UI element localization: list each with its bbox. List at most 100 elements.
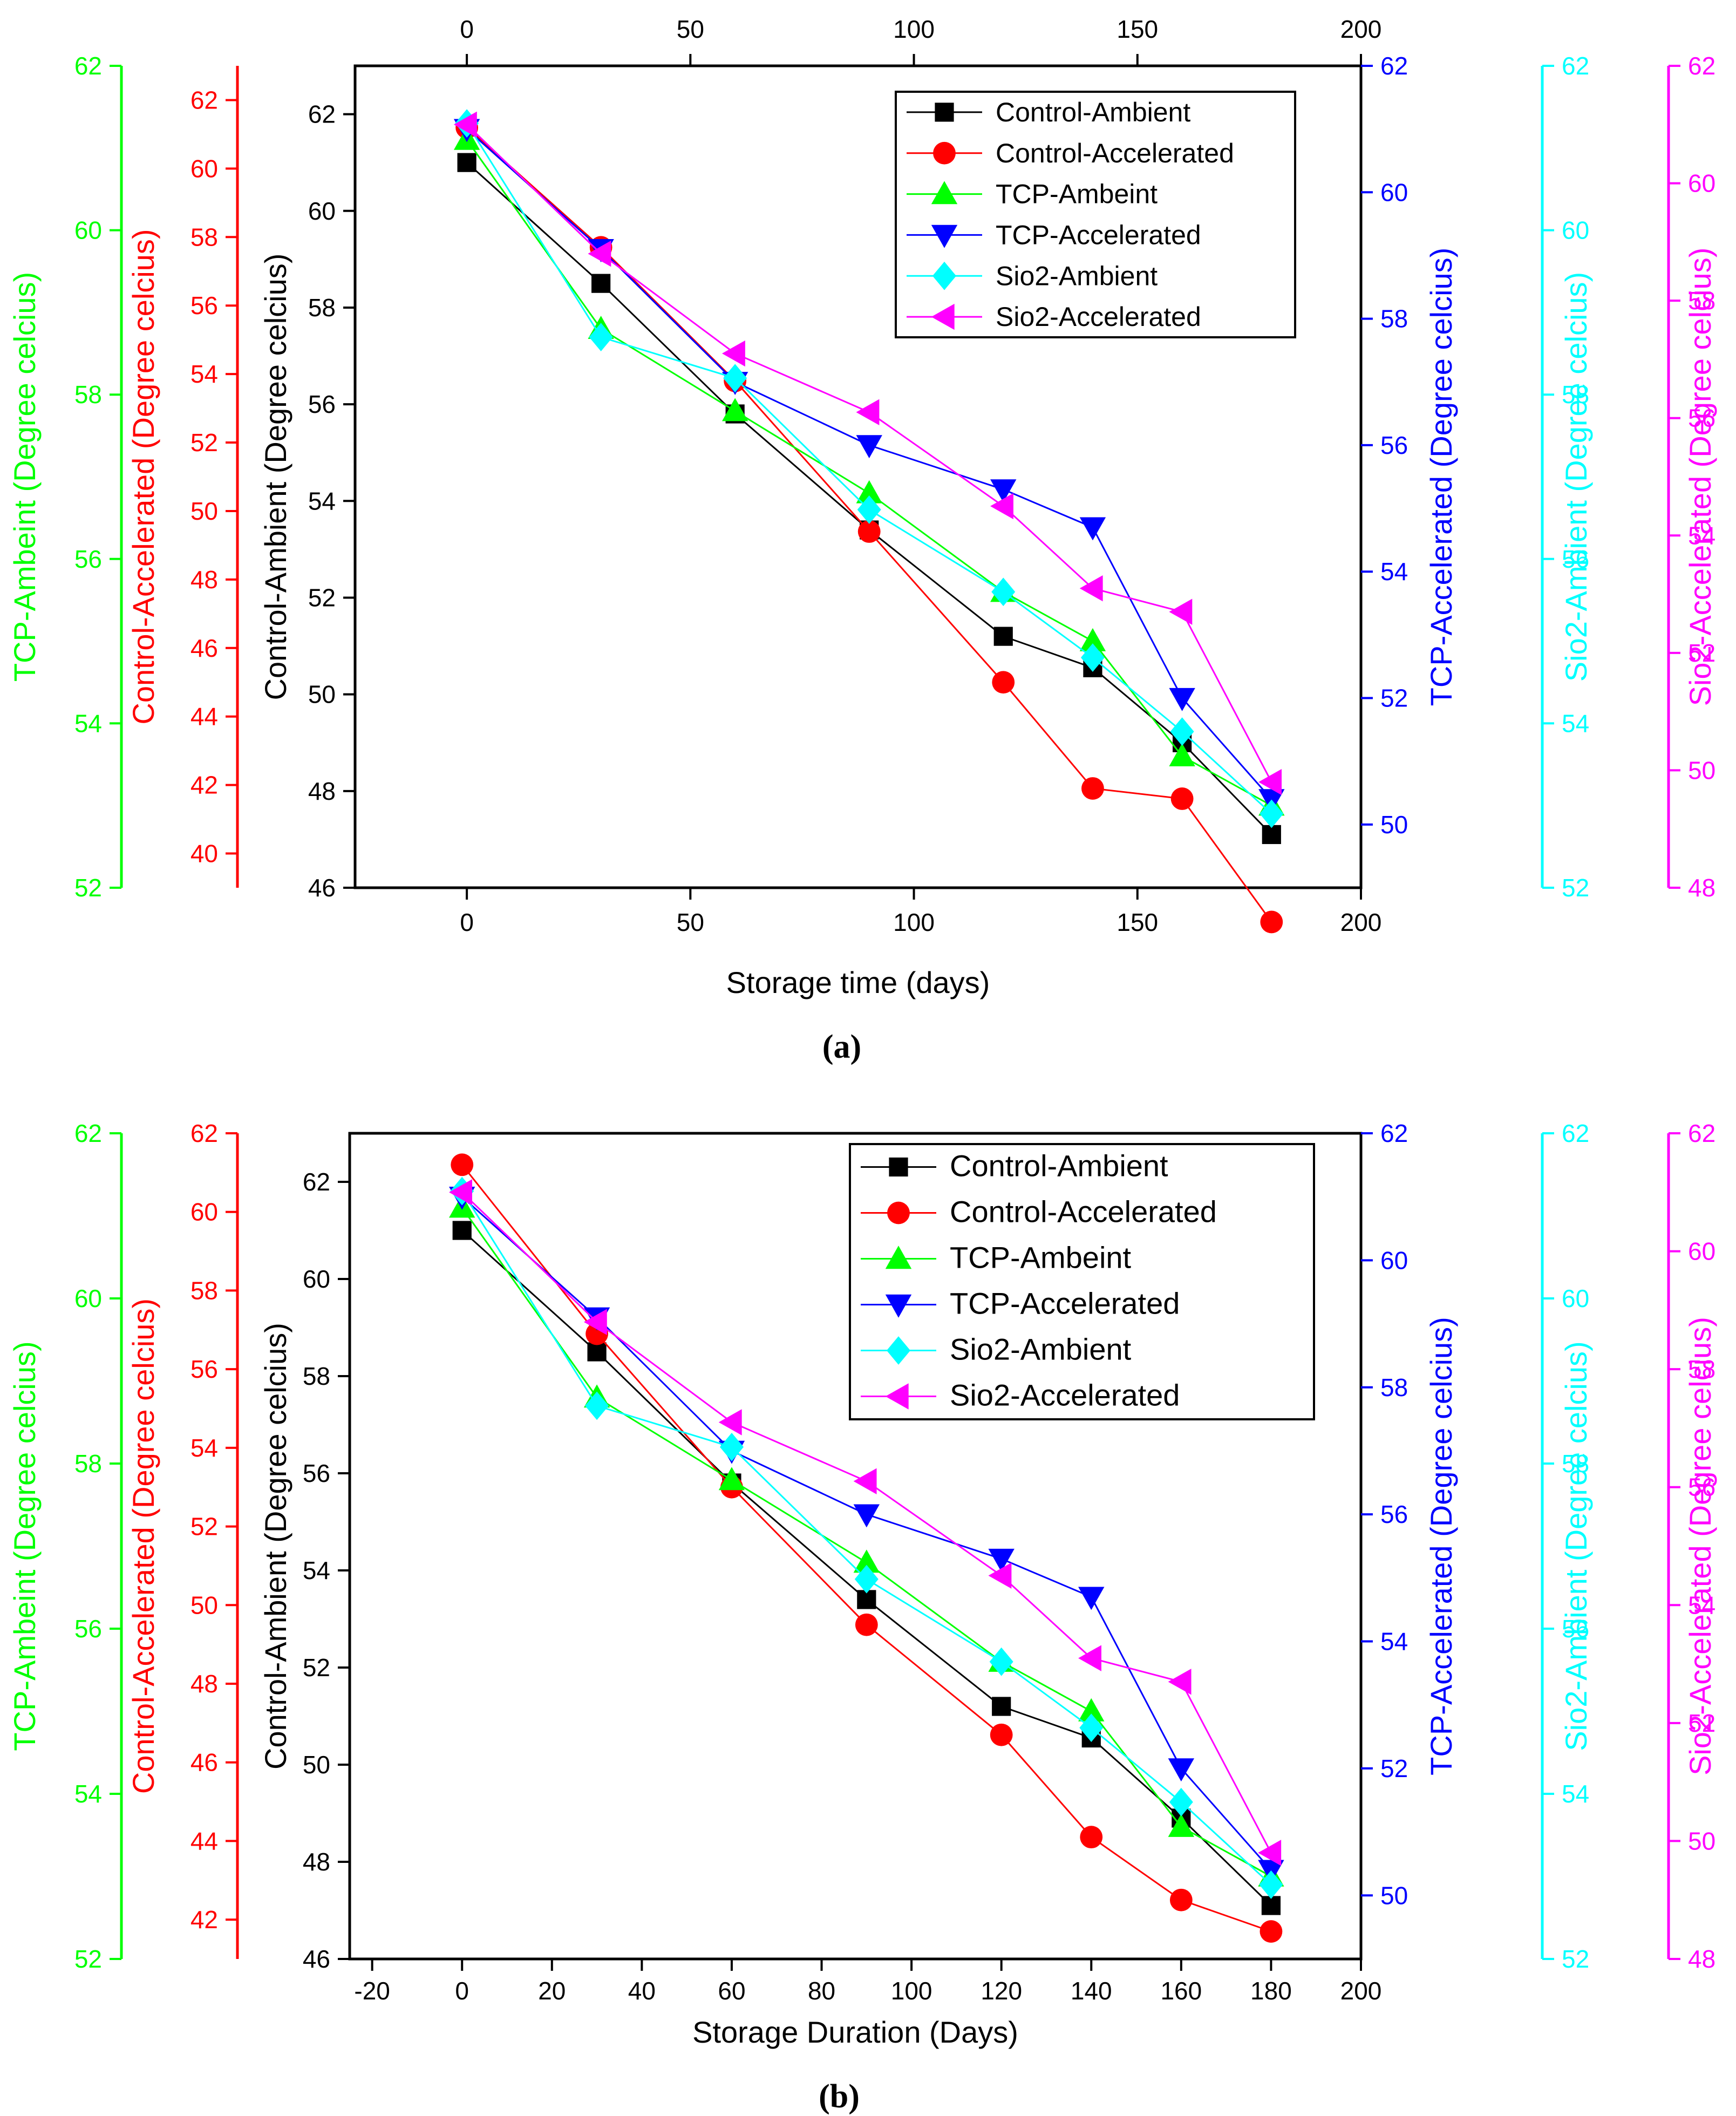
data-point <box>1170 787 1194 810</box>
y-tick-label: 56 <box>190 1355 218 1383</box>
legend-entry: Sio2-Ambient <box>861 1332 1132 1366</box>
y-tick-label: 54 <box>74 709 102 737</box>
data-point <box>1078 1587 1105 1610</box>
series-line <box>466 123 1272 815</box>
data-point <box>718 1409 742 1435</box>
y-axis-title: TCP-Accelerated (Degree celcius) <box>1424 1317 1458 1775</box>
y-axis-title: Sio2-Accelerated (Degree celcius) <box>1683 1317 1717 1775</box>
data-point <box>1079 575 1103 602</box>
data-point <box>718 1467 745 1491</box>
data-point <box>989 1647 1013 1676</box>
data-point <box>1169 1787 1193 1816</box>
y-tick-label: 58 <box>1688 287 1715 315</box>
y-tick-label: 58 <box>1380 305 1408 333</box>
legend-label: Sio2-Accelerated <box>996 302 1201 332</box>
data-point <box>1260 1920 1283 1943</box>
data-point <box>1081 777 1104 800</box>
y-tick-label: 62 <box>1688 1119 1715 1147</box>
y-axis-title: TCP-Ambeint (Degree celcius) <box>8 1341 42 1751</box>
x-tick-label: 200 <box>1340 908 1382 936</box>
y-tick-label: 50 <box>1380 1881 1408 1909</box>
panel-caption: (b) <box>819 2078 860 2115</box>
y-tick-label: 58 <box>190 1276 218 1304</box>
y-tick-label: 52 <box>74 874 102 902</box>
data-point <box>453 111 477 138</box>
legend-entry: Control-Accelerated <box>861 1195 1217 1229</box>
legend-label: Sio2-Ambient <box>996 261 1158 291</box>
legend-marker <box>932 261 956 290</box>
y-tick-label: 54 <box>308 487 336 515</box>
data-point <box>856 399 880 426</box>
chart-panel: 0 50 100 150 200 0 50 100 150 200 Storage time (da… <box>8 15 1717 1065</box>
y-axis-title: Control-Ambient (Degree celcius) <box>258 1323 292 1770</box>
y-axis-title: TCP-Accelerated (Degree celcius) <box>1424 248 1458 706</box>
data-point <box>583 1309 607 1335</box>
y-tick-label: 42 <box>190 771 218 799</box>
y-tick-label: 56 <box>1380 1500 1408 1528</box>
legend-entry: TCP-Accelerated <box>861 1287 1180 1321</box>
legend-label: Sio2-Accelerated <box>950 1378 1180 1412</box>
x-tick-label: 0 <box>455 1977 469 2005</box>
y-tick-label: 44 <box>190 1827 218 1855</box>
data-point <box>992 1697 1011 1716</box>
legend-label: Control-Ambient <box>950 1149 1168 1183</box>
y-axis-tcp-accelerated: 50 52 54 56 58 60 62 TCP-Accelerated (Degree ce… <box>1361 52 1458 839</box>
x-tick-label: 50 <box>677 908 704 936</box>
y-tick-label: 54 <box>190 1434 218 1462</box>
y-tick-label: 54 <box>1380 557 1408 586</box>
y-tick-label: 62 <box>308 100 336 128</box>
y-tick-label: 58 <box>74 380 102 409</box>
data-point <box>855 1613 878 1636</box>
x-tick-label: 100 <box>891 1977 932 2005</box>
y-axis-sio2-ambient: 52 54 56 58 60 62 Sio2-Ambient (Degree celcius… <box>1541 52 1593 902</box>
y-tick-label: 56 <box>1562 545 1589 573</box>
legend-entry: TCP-Ambeint <box>907 179 1158 209</box>
y-axis-tcp-ambient: 52 54 56 58 60 62 TCP-Ambeint (Degree celcius) <box>8 52 123 902</box>
y-tick-label: 62 <box>190 86 218 114</box>
y-tick-label: 54 <box>1562 1780 1589 1808</box>
y-axis-control-accelerated: 42 44 46 48 50 52 54 56 58 60 62 Control-Accelerate… <box>126 1119 239 1959</box>
data-point <box>721 340 745 367</box>
y-tick-label: 46 <box>190 634 218 662</box>
data-point <box>588 240 611 267</box>
y-axis-control-accelerated: 40 42 44 46 48 50 52 54 56 58 60 62 Control-Accelera… <box>126 66 239 888</box>
y-axis-control-ambient: 46 48 50 52 54 56 58 60 62 Control-Ambient (Degre… <box>258 100 355 902</box>
series-line <box>461 1190 1272 1886</box>
legend-label: TCP-Accelerated <box>996 220 1201 250</box>
y-tick-label: 60 <box>190 1198 218 1226</box>
data-point <box>452 1221 472 1240</box>
data-point <box>591 274 611 293</box>
x-tick-label: 40 <box>628 1977 656 2005</box>
data-point <box>1262 825 1281 845</box>
top-x-tick-label: 200 <box>1340 15 1382 43</box>
y-tick-label: 60 <box>1562 1284 1589 1312</box>
y-axis-sio2-accelerated: 48 50 52 54 56 58 60 62 Sio2-Accelerated (Degree… <box>1667 1119 1717 1973</box>
y-tick-label: 62 <box>1562 1119 1589 1147</box>
y-tick-label: 48 <box>190 1670 218 1698</box>
y-tick-label: 54 <box>74 1780 102 1808</box>
plot-frame <box>353 64 1363 889</box>
y-tick-label: 58 <box>190 223 218 251</box>
legend-entry: Sio2-Ambient <box>907 261 1158 291</box>
series-line <box>466 124 1272 783</box>
y-tick-label: 54 <box>1688 1591 1715 1619</box>
legend-marker <box>931 303 955 330</box>
data-point <box>1079 628 1106 651</box>
x-tick-label: -20 <box>354 1977 390 2005</box>
legend-marker <box>889 1157 908 1177</box>
y-tick-label: 60 <box>1562 216 1589 244</box>
data-point <box>988 1562 1012 1589</box>
legend-label: TCP-Ambeint <box>996 179 1158 209</box>
y-tick-label: 56 <box>303 1459 330 1487</box>
plot-frame <box>348 1132 1363 1961</box>
legend-label: TCP-Ambeint <box>950 1241 1132 1275</box>
data-point <box>1170 717 1194 746</box>
y-tick-label: 56 <box>308 390 336 418</box>
x-tick-label: 180 <box>1250 1977 1292 2005</box>
x-tick-label: 120 <box>981 1977 1022 2005</box>
y-axis-title: Sio2-Ambient (Degree celcius) <box>1559 1341 1593 1751</box>
x-axis-title: Storage time (days) <box>726 965 990 999</box>
data-point <box>991 577 1016 607</box>
data-point <box>1168 1669 1192 1695</box>
y-tick-label: 60 <box>74 1284 102 1312</box>
